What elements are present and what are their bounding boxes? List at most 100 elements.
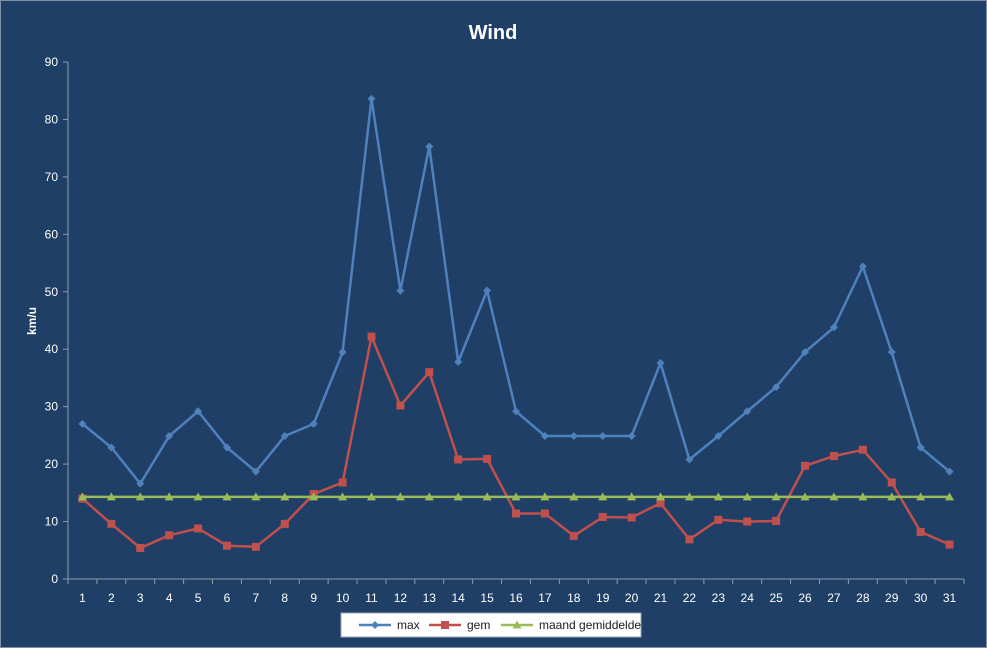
x-tick-label: 29 xyxy=(885,591,899,605)
x-tick-label: 16 xyxy=(509,591,523,605)
data-point xyxy=(540,431,549,440)
data-point xyxy=(627,492,637,501)
data-point xyxy=(540,509,549,518)
data-point xyxy=(540,492,550,501)
data-point xyxy=(771,492,781,501)
data-point xyxy=(685,535,694,544)
series-max xyxy=(78,94,954,488)
data-point xyxy=(829,492,839,501)
data-point xyxy=(136,479,145,488)
y-tick-label: 90 xyxy=(45,55,59,69)
x-tick-label: 30 xyxy=(914,591,928,605)
x-tick-label: 25 xyxy=(769,591,783,605)
data-point xyxy=(338,478,347,487)
data-point xyxy=(454,357,463,366)
data-point xyxy=(743,407,752,416)
x-tick-label: 18 xyxy=(567,591,581,605)
data-point xyxy=(714,515,723,524)
data-point xyxy=(684,492,694,501)
x-tick-label: 19 xyxy=(596,591,610,605)
legend-entry: max xyxy=(359,618,420,632)
data-point xyxy=(569,492,579,501)
x-tick-label: 12 xyxy=(394,591,408,605)
x-tick-label: 1 xyxy=(79,591,86,605)
x-tick-label: 21 xyxy=(654,591,668,605)
x-tick-label: 5 xyxy=(195,591,202,605)
data-point xyxy=(656,359,665,368)
x-tick-label: 11 xyxy=(365,591,378,605)
data-point xyxy=(396,401,405,410)
series-gem xyxy=(78,332,954,552)
data-point xyxy=(598,512,607,521)
data-point xyxy=(887,478,896,487)
chart-title: Wind xyxy=(469,22,518,44)
data-point xyxy=(78,419,87,428)
data-point xyxy=(858,492,868,501)
data-point xyxy=(367,94,376,103)
series-maand-gemiddelde xyxy=(77,492,955,501)
legend-marker xyxy=(371,621,379,629)
data-point xyxy=(714,431,723,440)
x-tick-label: 4 xyxy=(166,591,173,605)
legend-marker xyxy=(512,620,522,629)
x-tick-label: 10 xyxy=(336,591,350,605)
x-tick-label: 27 xyxy=(827,591,841,605)
data-point xyxy=(598,492,608,501)
y-tick-label: 80 xyxy=(45,112,59,126)
data-point xyxy=(685,455,694,464)
data-point xyxy=(395,492,405,501)
data-point xyxy=(801,461,810,470)
legend: max gem maand gemiddelde xyxy=(340,612,642,638)
data-point xyxy=(483,286,492,295)
y-tick-label: 70 xyxy=(45,170,59,184)
data-point xyxy=(164,492,174,501)
data-point xyxy=(222,443,231,452)
data-point xyxy=(713,492,723,501)
data-point xyxy=(916,527,925,536)
x-tick-label: 22 xyxy=(683,591,697,605)
x-tick-label: 9 xyxy=(310,591,317,605)
x-tick-label: 23 xyxy=(712,591,726,605)
data-point xyxy=(251,542,260,551)
data-point xyxy=(772,383,781,392)
data-point xyxy=(194,524,203,533)
data-point xyxy=(280,519,289,528)
data-point xyxy=(772,516,781,525)
data-point xyxy=(338,348,347,357)
data-point xyxy=(338,492,348,501)
data-point xyxy=(136,543,145,552)
x-tick-label: 8 xyxy=(281,591,288,605)
data-point xyxy=(829,452,838,461)
data-point xyxy=(251,492,261,501)
data-point xyxy=(309,419,318,428)
x-tick-label: 13 xyxy=(423,591,437,605)
y-tick-label: 50 xyxy=(45,285,59,299)
y-tick-label: 60 xyxy=(45,227,59,241)
data-point xyxy=(887,348,896,357)
data-point xyxy=(453,492,463,501)
data-point xyxy=(829,323,838,332)
data-point xyxy=(280,492,290,501)
data-point xyxy=(916,443,925,452)
data-point xyxy=(193,492,203,501)
data-point xyxy=(396,286,405,295)
y-tick-label: 40 xyxy=(45,342,59,356)
legend-label: max xyxy=(397,618,420,632)
data-point xyxy=(743,517,752,526)
x-tick-label: 26 xyxy=(798,591,812,605)
data-point xyxy=(251,467,260,476)
data-point xyxy=(309,492,319,501)
data-point xyxy=(367,332,376,341)
data-point xyxy=(858,262,867,271)
legend-entry: gem xyxy=(429,618,490,632)
data-point xyxy=(569,531,578,540)
data-point xyxy=(77,492,87,501)
x-tick-label: 28 xyxy=(856,591,870,605)
data-point xyxy=(916,492,926,501)
data-point xyxy=(425,368,434,377)
data-point xyxy=(165,431,174,440)
legend-label: gem xyxy=(467,618,490,632)
data-point xyxy=(656,492,666,501)
data-point xyxy=(280,431,289,440)
data-point xyxy=(222,492,232,501)
